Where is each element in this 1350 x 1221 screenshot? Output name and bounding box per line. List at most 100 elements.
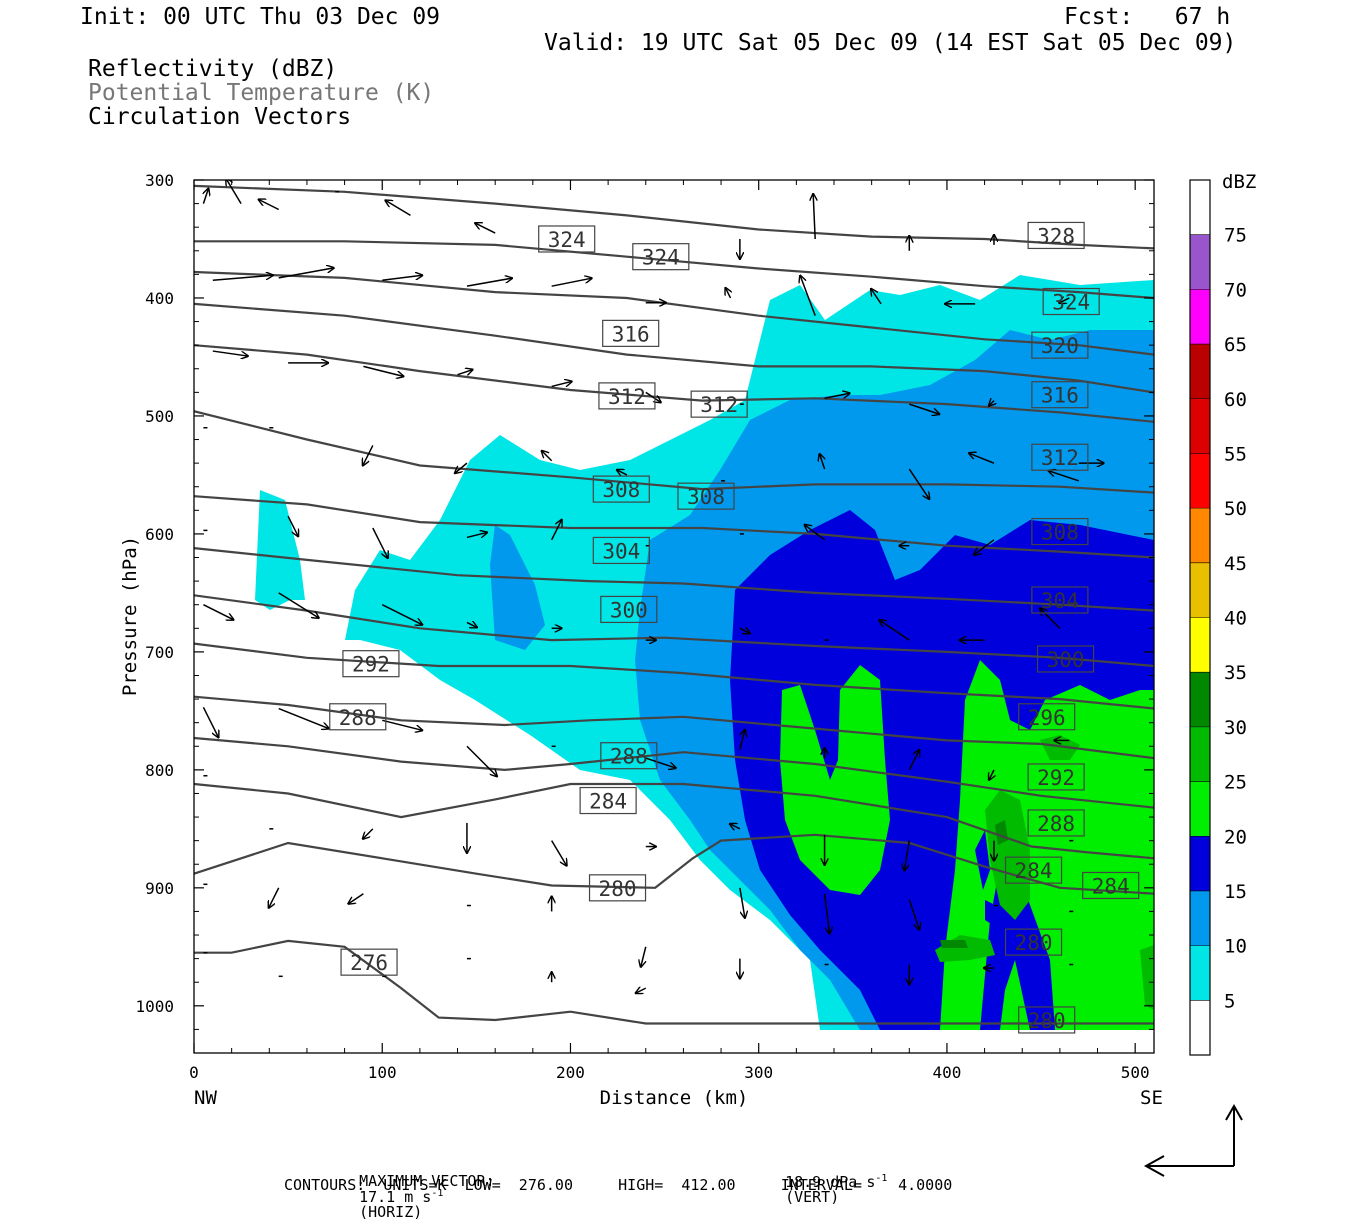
circulation-vector [278,268,334,279]
theta-label-box [1031,586,1089,614]
colorbar-level: 45 [1224,553,1247,575]
circulation-vector [904,840,911,871]
theta-label-text: 284 [1092,874,1130,898]
theta-label-text: 300 [610,598,648,622]
circulation-vector [363,828,374,839]
theta-label-box [1082,871,1140,900]
theta-label: 284 [1004,856,1063,884]
theta-label-box [1018,1006,1076,1034]
colorbar-level: 60 [1224,389,1247,411]
theta-label-text: 296 [1028,706,1066,730]
colorbar-level: 55 [1224,443,1247,465]
theta-label-text: 328 [1037,224,1075,248]
colorbar: 5 10 15 20 25 30 35 40 45 50 55 60 65 70 75 dBZ [1189,171,1256,1056]
circulation-vector [617,470,628,475]
theta-label-box [1031,331,1089,359]
circulation-vector [381,604,422,625]
circulation-vector [823,893,830,934]
circulation-vector [551,381,572,388]
x-right-label: SE [1140,1087,1163,1109]
colorbar-level: 15 [1224,881,1247,903]
circulation-vector [739,628,750,633]
theta-label-box [1027,809,1085,837]
theta-label-box [1027,221,1085,250]
theta-label: 304 [592,536,650,565]
theta-contour-328 [194,240,1154,300]
y-tick-label: 1000 [135,997,174,1016]
x-tick-label: 500 [1121,1063,1150,1082]
theta-label-box [340,948,398,976]
colorbar-swatch [1190,726,1210,782]
colorbar-level: 50 [1224,498,1247,520]
y-tick-label: 800 [145,761,174,780]
max-vector-label: MAXIMUM VECTOR: [359,1172,495,1190]
theta-label: 288 [1027,809,1085,837]
theta-label-box [690,390,748,418]
colorbar-swatch [1190,508,1210,563]
theta-label-text: 284 [589,790,627,814]
theta-label: 312 [598,382,656,410]
circulation-vector [363,445,374,465]
theta-label-text: 276 [350,951,388,975]
theta-label: 300 [600,595,658,624]
y-tick-label: 700 [145,643,174,662]
theta-label: 312 [1031,443,1089,471]
theta-label: 300 [1036,645,1095,673]
circulation-vector [259,199,280,211]
colorbar-level: 30 [1224,717,1247,739]
colorbar-level: 75 [1224,225,1247,247]
colorbar-swatch [1190,344,1210,399]
theta-label-text: 324 [548,228,586,252]
circulation-vector [202,707,218,737]
circulation-vector [348,893,364,904]
theta-label-text: 292 [352,653,390,677]
theta-label-box [1004,856,1063,884]
circulation-vector [287,515,298,536]
theta-label-text: 280 [1028,1009,1066,1033]
init-time: Init: 00 UTC Thu 03 Dec 09 [80,4,441,30]
theta-label: 284 [579,786,637,815]
colorbar-swatch [1190,672,1210,727]
colorbar-swatch [1190,234,1210,290]
circulation-vector [203,189,208,204]
circulation-vector [908,750,919,771]
field-circulation-vectors: Circulation Vectors [88,104,352,130]
theta-label-box [1031,443,1089,471]
theta-label: 312 [690,390,748,418]
circulation-vector [879,620,910,641]
theta-label: 316 [1031,381,1089,409]
theta-label: 324 [632,243,690,271]
colorbar-swatch [1190,562,1210,618]
circulation-vector [989,401,994,406]
theta-contour-296 [194,642,1154,710]
circulation-vector [908,468,929,499]
theta-label-box [632,243,690,271]
circulation-vector [278,707,329,729]
circulation-vector [455,462,468,473]
refl-15dbz-cells [975,830,995,925]
circulation-vector [1059,298,1070,303]
circulation-vector [730,824,741,829]
x-left-label: NW [194,1087,217,1109]
colorbar-level: 35 [1224,662,1247,684]
colorbar-level: 65 [1224,334,1247,356]
circulation-vector [909,403,939,414]
circulation-vector [645,757,676,768]
y-tick-label: 300 [145,171,174,190]
circulation-vector [466,278,512,287]
circulation-vector [739,730,745,750]
circulation-vector [551,840,567,866]
theta-label: 308 [1031,517,1089,546]
circulation-vector [641,946,647,967]
horiz-exp: -1 [431,1188,444,1199]
circulation-vector [636,988,647,993]
theta-label: 280 [588,874,647,902]
circulation-vector [974,539,995,555]
y-tick-label: 600 [145,525,174,544]
theta-label-text: 288 [610,745,648,769]
theta-label-text: 300 [1047,648,1085,672]
circulation-vector [908,899,919,930]
theta-label-text: 288 [1037,812,1075,836]
refl-30dbz [940,820,1008,948]
